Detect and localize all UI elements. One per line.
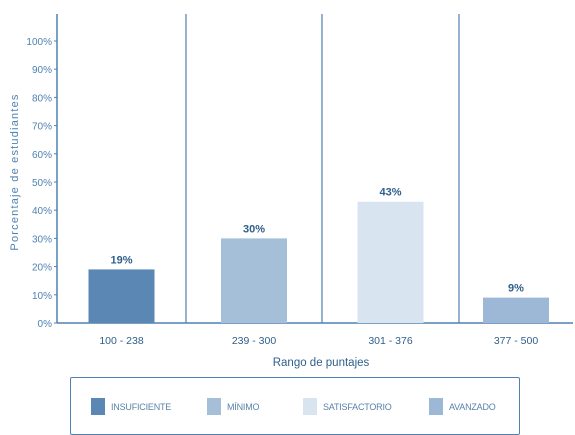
bar-value-label: 30% — [243, 223, 265, 235]
y-tick-label: 80% — [32, 93, 52, 104]
legend-item-insuficiente: INSUFICIENTE — [91, 398, 171, 415]
bar — [221, 238, 287, 323]
bar-value-label: 43% — [379, 187, 401, 199]
bar — [483, 297, 549, 323]
bar — [357, 201, 424, 323]
y-tick-label: 70% — [32, 122, 52, 133]
legend-item-minimo: MÍNIMO — [207, 398, 259, 415]
y-tick-label: 30% — [32, 234, 52, 245]
legend: INSUFICIENTE MÍNIMO SATISFACTORIO AVANZA… — [70, 377, 520, 435]
legend-swatch — [429, 398, 443, 415]
legend-swatch — [303, 398, 317, 415]
y-tick-label: 90% — [32, 65, 52, 76]
legend-swatch — [207, 398, 221, 415]
y-tick-label: 20% — [32, 263, 52, 274]
x-tick-label: 377 - 500 — [494, 335, 539, 347]
legend-label: MÍNIMO — [227, 401, 260, 412]
legend-label: AVANZADO — [449, 401, 496, 412]
legend-item-avanzado: AVANZADO — [429, 398, 496, 415]
y-tick-label: 50% — [32, 178, 52, 189]
y-tick-label: 0% — [38, 319, 53, 330]
x-axis-label: Rango de puntajes — [273, 357, 370, 369]
y-axis-label: Porcentaje de estudiantes — [9, 93, 21, 250]
y-tick-label: 100% — [26, 37, 52, 48]
x-tick-label: 301 - 376 — [368, 335, 413, 347]
x-tick-label: 239 - 300 — [232, 335, 277, 347]
bar-value-label: 19% — [110, 254, 132, 266]
legend-item-satisfactorio: SATISFACTORIO — [303, 398, 392, 415]
bar — [88, 269, 155, 323]
legend-swatch — [91, 398, 105, 415]
bar-value-label: 9% — [508, 283, 524, 295]
legend-label: INSUFICIENTE — [111, 401, 172, 412]
y-tick-label: 40% — [32, 206, 52, 217]
bar-chart: 0% 10% 20% 30% 40% 50% 60% 70% 80% 90% 100% 19% 30%… — [9, 14, 573, 369]
y-tick-label: 60% — [32, 150, 52, 161]
legend-label: SATISFACTORIO — [323, 401, 392, 412]
x-tick-label: 100 - 238 — [99, 335, 144, 347]
y-tick-label: 10% — [32, 291, 52, 302]
